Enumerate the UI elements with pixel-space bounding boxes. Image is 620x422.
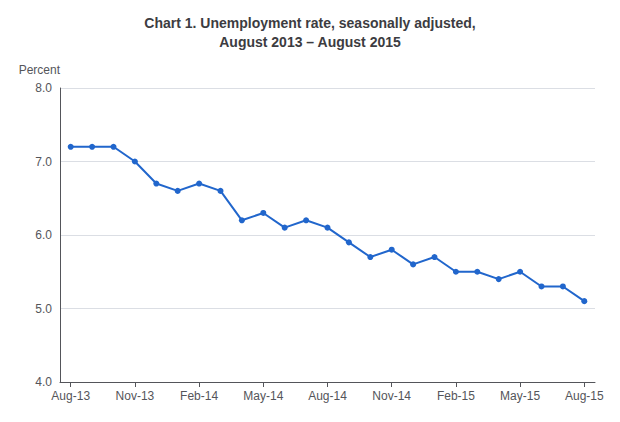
- svg-text:Aug-14: Aug-14: [308, 389, 347, 403]
- svg-text:5.0: 5.0: [35, 302, 52, 316]
- svg-text:8.0: 8.0: [35, 81, 52, 95]
- svg-text:Chart 1. Unemployment rate, se: Chart 1. Unemployment rate, seasonally a…: [144, 15, 475, 31]
- svg-text:Feb-15: Feb-15: [437, 389, 475, 403]
- svg-text:6.0: 6.0: [35, 228, 52, 242]
- svg-text:August 2013 – August 2015: August 2013 – August 2015: [219, 34, 401, 50]
- svg-text:Feb-14: Feb-14: [180, 389, 218, 403]
- svg-text:May-14: May-14: [243, 389, 283, 403]
- svg-text:Aug-15: Aug-15: [565, 389, 604, 403]
- svg-text:Percent: Percent: [19, 63, 61, 77]
- svg-text:Nov-14: Nov-14: [372, 389, 411, 403]
- svg-text:7.0: 7.0: [35, 155, 52, 169]
- svg-text:May-15: May-15: [500, 389, 540, 403]
- svg-text:4.0: 4.0: [35, 375, 52, 389]
- svg-text:Nov-13: Nov-13: [116, 389, 155, 403]
- svg-text:Aug-13: Aug-13: [51, 389, 90, 403]
